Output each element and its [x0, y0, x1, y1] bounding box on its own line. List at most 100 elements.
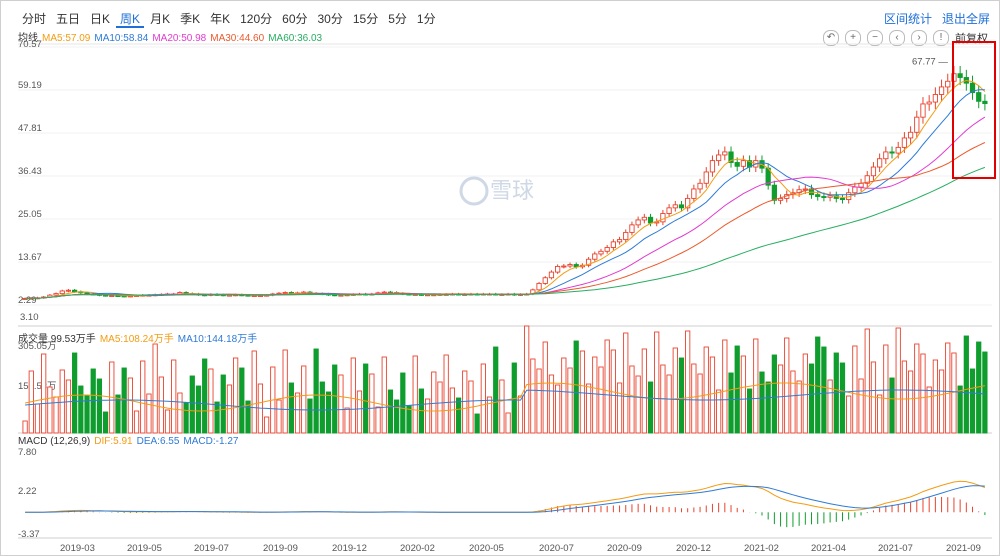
candle-body: [616, 239, 623, 243]
volume-bar: [815, 336, 821, 434]
candle-body: [839, 197, 846, 200]
zoom-in-icon[interactable]: +: [845, 30, 861, 46]
zoom-out-icon[interactable]: −: [867, 30, 883, 46]
x-axis-label-7: 2020-07: [539, 543, 574, 554]
volume-bar: [133, 410, 140, 434]
candle-body: [728, 151, 734, 163]
volume-bar: [771, 354, 777, 434]
volume-bar: [585, 383, 592, 434]
volume-bar: [183, 402, 189, 434]
volume-bar: [530, 358, 536, 434]
macd-item-0: DIF:5.91: [94, 436, 133, 447]
volume-bar: [691, 363, 697, 434]
candle-body: [932, 94, 938, 103]
tab-0[interactable]: 分时: [22, 12, 47, 26]
volume-legend: 成交量 99.53万手 MA5:108.24万手 MA10:144.18万手: [18, 330, 261, 345]
candle-body: [678, 204, 685, 209]
tab-1[interactable]: 五日: [56, 12, 81, 26]
ma-item-0: MA5:57.09: [42, 33, 91, 44]
x-axis-label-4: 2019-12: [332, 543, 367, 554]
candle-body: [585, 258, 592, 266]
x-axis-label-9: 2020-12: [676, 543, 711, 554]
candle-body: [542, 277, 548, 284]
vol-item-1: MA10:144.18万手: [177, 334, 258, 345]
volume-bar: [96, 378, 103, 434]
undo-icon[interactable]: ↶: [823, 30, 839, 46]
volume-bar: [202, 358, 208, 434]
period-tabs: 分时 五日 日K 周K 月K 季K 年K 120分 60分 30分 15分 5分 1分: [18, 8, 442, 28]
exit-fullscreen-link[interactable]: 退出全屏: [941, 12, 990, 26]
prev-icon[interactable]: ‹: [889, 30, 905, 46]
volume-bar: [951, 352, 957, 434]
tab-2[interactable]: 日K: [90, 12, 111, 26]
volume-bar: [282, 349, 288, 434]
candle-body: [802, 188, 808, 191]
volume-bar: [115, 394, 121, 434]
volume-bar: [400, 372, 406, 434]
tab-11[interactable]: 5分: [388, 12, 407, 26]
candle-body: [716, 154, 722, 162]
tab-12[interactable]: 1分: [416, 12, 436, 26]
volume-bar: [808, 363, 815, 434]
tab-7[interactable]: 120分: [240, 12, 273, 26]
candle-body: [604, 247, 610, 252]
ma-item-3: MA30:44.60: [210, 33, 265, 44]
volume-bar: [901, 360, 908, 434]
volume-bar: [424, 398, 431, 434]
tab-4[interactable]: 月K: [150, 12, 171, 26]
price-axis-label-6: 2.29: [18, 295, 37, 306]
volume-bar: [171, 359, 177, 434]
volume-bar: [406, 405, 412, 434]
price-axis-label-1: 59.19: [18, 80, 42, 91]
candle-body: [109, 295, 115, 297]
volume-bar: [233, 357, 239, 434]
volume-bar: [784, 337, 790, 434]
tab-6[interactable]: 年K: [210, 12, 231, 26]
volume-bar: [369, 373, 375, 434]
tab-8[interactable]: 60分: [282, 12, 308, 26]
volume-bar: [864, 328, 870, 434]
candle-body: [102, 294, 109, 297]
volume-bar: [319, 381, 325, 434]
volume-bar: [251, 350, 257, 434]
vol-axis-label-0: 305.05万: [18, 341, 57, 352]
tab-10[interactable]: 15分: [352, 12, 379, 26]
candle-body: [877, 158, 883, 168]
range-stats-link[interactable]: 区间统计: [883, 12, 932, 26]
next-icon[interactable]: ›: [911, 30, 927, 46]
volume-bar: [338, 374, 344, 434]
volume-bar: [517, 395, 524, 434]
ma-line-ma20: [25, 116, 986, 299]
volume-bar: [777, 364, 784, 434]
candle-body: [703, 171, 709, 184]
tab-9[interactable]: 30分: [317, 12, 343, 26]
volume-bar: [34, 403, 41, 434]
candle-body: [883, 151, 889, 160]
macd-item-2: MACD:-1.27: [183, 436, 239, 447]
volume-bar: [375, 406, 381, 434]
info-icon[interactable]: !: [933, 30, 949, 46]
x-axis-label-0: 2019-03: [60, 543, 95, 554]
ma-item-2: MA20:50.98: [152, 33, 207, 44]
watermark-logo-icon: [459, 176, 489, 206]
volume-bar: [499, 379, 505, 434]
tab-3[interactable]: 周K: [116, 8, 145, 28]
ma-legend: 均线 MA5:57.09 MA10:58.84 MA20:50.98 MA30:44.6…: [18, 29, 326, 44]
volume-bar: [827, 379, 833, 434]
volume-bar: [802, 353, 808, 434]
volume-bar: [164, 409, 171, 434]
max-price-label: 67.77 —: [912, 57, 948, 68]
tab-5[interactable]: 季K: [180, 12, 201, 26]
volume-bar: [455, 397, 462, 434]
volume-bar: [437, 381, 443, 434]
candle-body: [740, 160, 747, 167]
candle-body: [976, 92, 982, 102]
volume-bar: [759, 371, 765, 434]
candle-body: [72, 289, 78, 293]
volume-bar: [938, 369, 945, 434]
volume-bar: [722, 339, 728, 434]
macd-axis-label-2: -3.37: [18, 529, 40, 540]
candle-body: [926, 101, 932, 105]
candle-body: [827, 195, 833, 198]
